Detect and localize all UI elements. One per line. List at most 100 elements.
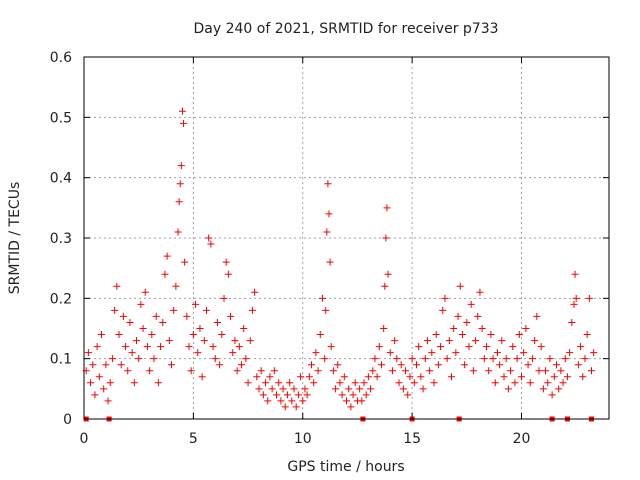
data-point bbox=[310, 379, 318, 387]
data-point bbox=[383, 204, 391, 212]
data-point bbox=[417, 373, 425, 381]
x-tick-label: 20 bbox=[513, 431, 531, 447]
data-point bbox=[262, 379, 270, 387]
data-point bbox=[369, 367, 377, 375]
data-point bbox=[152, 312, 160, 320]
data-point bbox=[533, 312, 541, 320]
data-point bbox=[493, 349, 501, 357]
data-point bbox=[185, 343, 193, 351]
data-point bbox=[408, 355, 416, 363]
data-point bbox=[180, 119, 188, 127]
data-point bbox=[539, 385, 547, 393]
data-point bbox=[312, 349, 320, 357]
data-point bbox=[115, 331, 123, 339]
data-point bbox=[364, 373, 372, 381]
data-point bbox=[154, 379, 162, 387]
data-point bbox=[146, 367, 154, 375]
data-point bbox=[150, 355, 158, 363]
data-point bbox=[163, 252, 171, 260]
data-point bbox=[161, 270, 169, 278]
data-point bbox=[570, 300, 578, 308]
data-point bbox=[240, 325, 248, 332]
data-point bbox=[281, 403, 289, 411]
data-point bbox=[469, 367, 477, 375]
data-point bbox=[456, 282, 464, 290]
data-point bbox=[340, 373, 348, 381]
data-point bbox=[461, 361, 469, 369]
data-point bbox=[413, 361, 420, 369]
data-point bbox=[476, 288, 484, 296]
data-point bbox=[111, 306, 119, 314]
data-point bbox=[487, 331, 495, 339]
data-points bbox=[82, 107, 598, 411]
data-point bbox=[555, 385, 563, 393]
data-point bbox=[550, 373, 558, 381]
data-point bbox=[292, 403, 300, 411]
data-point bbox=[248, 306, 256, 314]
data-point bbox=[200, 337, 208, 345]
data-point bbox=[93, 343, 101, 351]
data-point bbox=[544, 379, 552, 387]
data-point bbox=[189, 331, 197, 339]
data-point bbox=[205, 234, 213, 242]
data-point bbox=[91, 391, 99, 399]
data-point bbox=[452, 349, 460, 357]
data-point bbox=[483, 343, 490, 351]
data-point bbox=[100, 385, 108, 393]
data-point bbox=[178, 107, 186, 115]
x-axis-label: GPS time / hours bbox=[287, 459, 404, 475]
data-point bbox=[384, 270, 392, 278]
data-point bbox=[347, 403, 355, 411]
grid bbox=[84, 57, 609, 419]
y-tick-label: 0.2 bbox=[50, 291, 72, 307]
y-tick-label: 0.6 bbox=[50, 50, 72, 66]
data-point bbox=[498, 337, 506, 345]
data-point bbox=[176, 180, 184, 188]
data-point bbox=[233, 367, 241, 375]
data-point bbox=[326, 258, 334, 266]
data-point bbox=[314, 367, 322, 375]
data-point bbox=[318, 294, 326, 302]
data-point bbox=[500, 373, 508, 381]
data-point bbox=[450, 325, 458, 332]
data-point bbox=[183, 312, 191, 320]
data-point bbox=[421, 355, 429, 363]
data-point bbox=[244, 379, 252, 387]
data-point bbox=[557, 367, 565, 375]
data-point bbox=[378, 361, 385, 369]
data-point bbox=[345, 385, 353, 393]
data-point bbox=[583, 331, 591, 339]
data-point bbox=[222, 258, 230, 266]
data-point bbox=[273, 391, 280, 399]
data-point bbox=[290, 385, 298, 393]
data-point bbox=[192, 300, 200, 308]
data-point bbox=[294, 391, 302, 399]
data-point bbox=[170, 306, 178, 314]
data-point bbox=[467, 300, 475, 308]
data-point bbox=[397, 361, 405, 369]
data-point bbox=[535, 367, 543, 375]
data-point bbox=[102, 361, 110, 369]
data-point bbox=[430, 379, 438, 387]
data-point bbox=[139, 325, 147, 332]
x-tick-label: 5 bbox=[189, 431, 198, 447]
data-point bbox=[84, 349, 92, 357]
data-point bbox=[246, 337, 254, 345]
data-point bbox=[441, 294, 449, 302]
data-point bbox=[504, 385, 512, 393]
data-point bbox=[509, 343, 517, 351]
data-point bbox=[137, 300, 145, 308]
data-point bbox=[231, 337, 239, 345]
data-point bbox=[445, 337, 453, 345]
data-point bbox=[268, 385, 276, 393]
data-point bbox=[465, 343, 473, 351]
x-tick-label: 15 bbox=[403, 431, 421, 447]
data-point bbox=[168, 361, 175, 369]
data-point bbox=[220, 294, 228, 302]
data-point bbox=[518, 373, 525, 381]
data-point bbox=[432, 331, 440, 339]
data-point bbox=[143, 343, 151, 351]
data-point bbox=[338, 391, 346, 399]
data-point bbox=[579, 373, 587, 381]
